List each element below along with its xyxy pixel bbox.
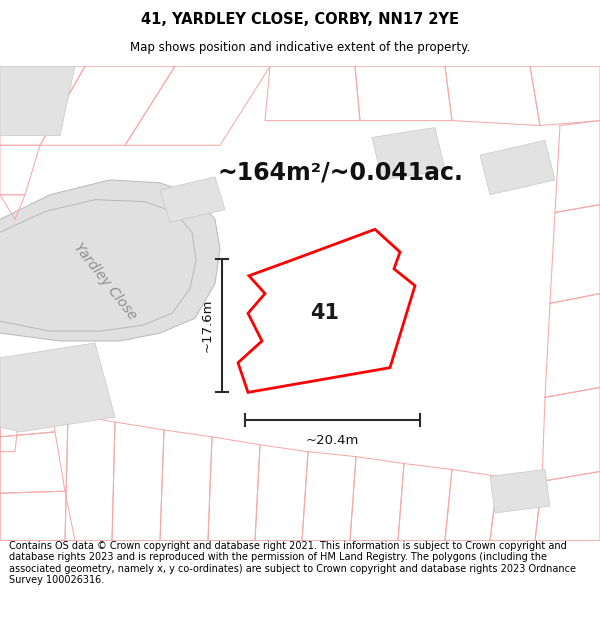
Polygon shape <box>372 127 445 180</box>
Text: ~164m²/~0.041ac.: ~164m²/~0.041ac. <box>217 161 463 185</box>
Polygon shape <box>265 311 372 381</box>
Text: 41, YARDLEY CLOSE, CORBY, NN17 2YE: 41, YARDLEY CLOSE, CORBY, NN17 2YE <box>141 12 459 27</box>
Text: 41: 41 <box>310 303 340 323</box>
Text: Map shows position and indicative extent of the property.: Map shows position and indicative extent… <box>130 41 470 54</box>
Polygon shape <box>0 343 115 432</box>
Text: Contains OS data © Crown copyright and database right 2021. This information is : Contains OS data © Crown copyright and d… <box>9 541 576 586</box>
Polygon shape <box>238 229 415 392</box>
Polygon shape <box>480 141 555 195</box>
Text: ~17.6m: ~17.6m <box>201 299 214 352</box>
Text: ~20.4m: ~20.4m <box>306 434 359 447</box>
Polygon shape <box>490 469 550 513</box>
Polygon shape <box>0 66 75 136</box>
Polygon shape <box>160 177 225 222</box>
Text: Yardley Close: Yardley Close <box>71 241 139 322</box>
Polygon shape <box>0 180 220 341</box>
